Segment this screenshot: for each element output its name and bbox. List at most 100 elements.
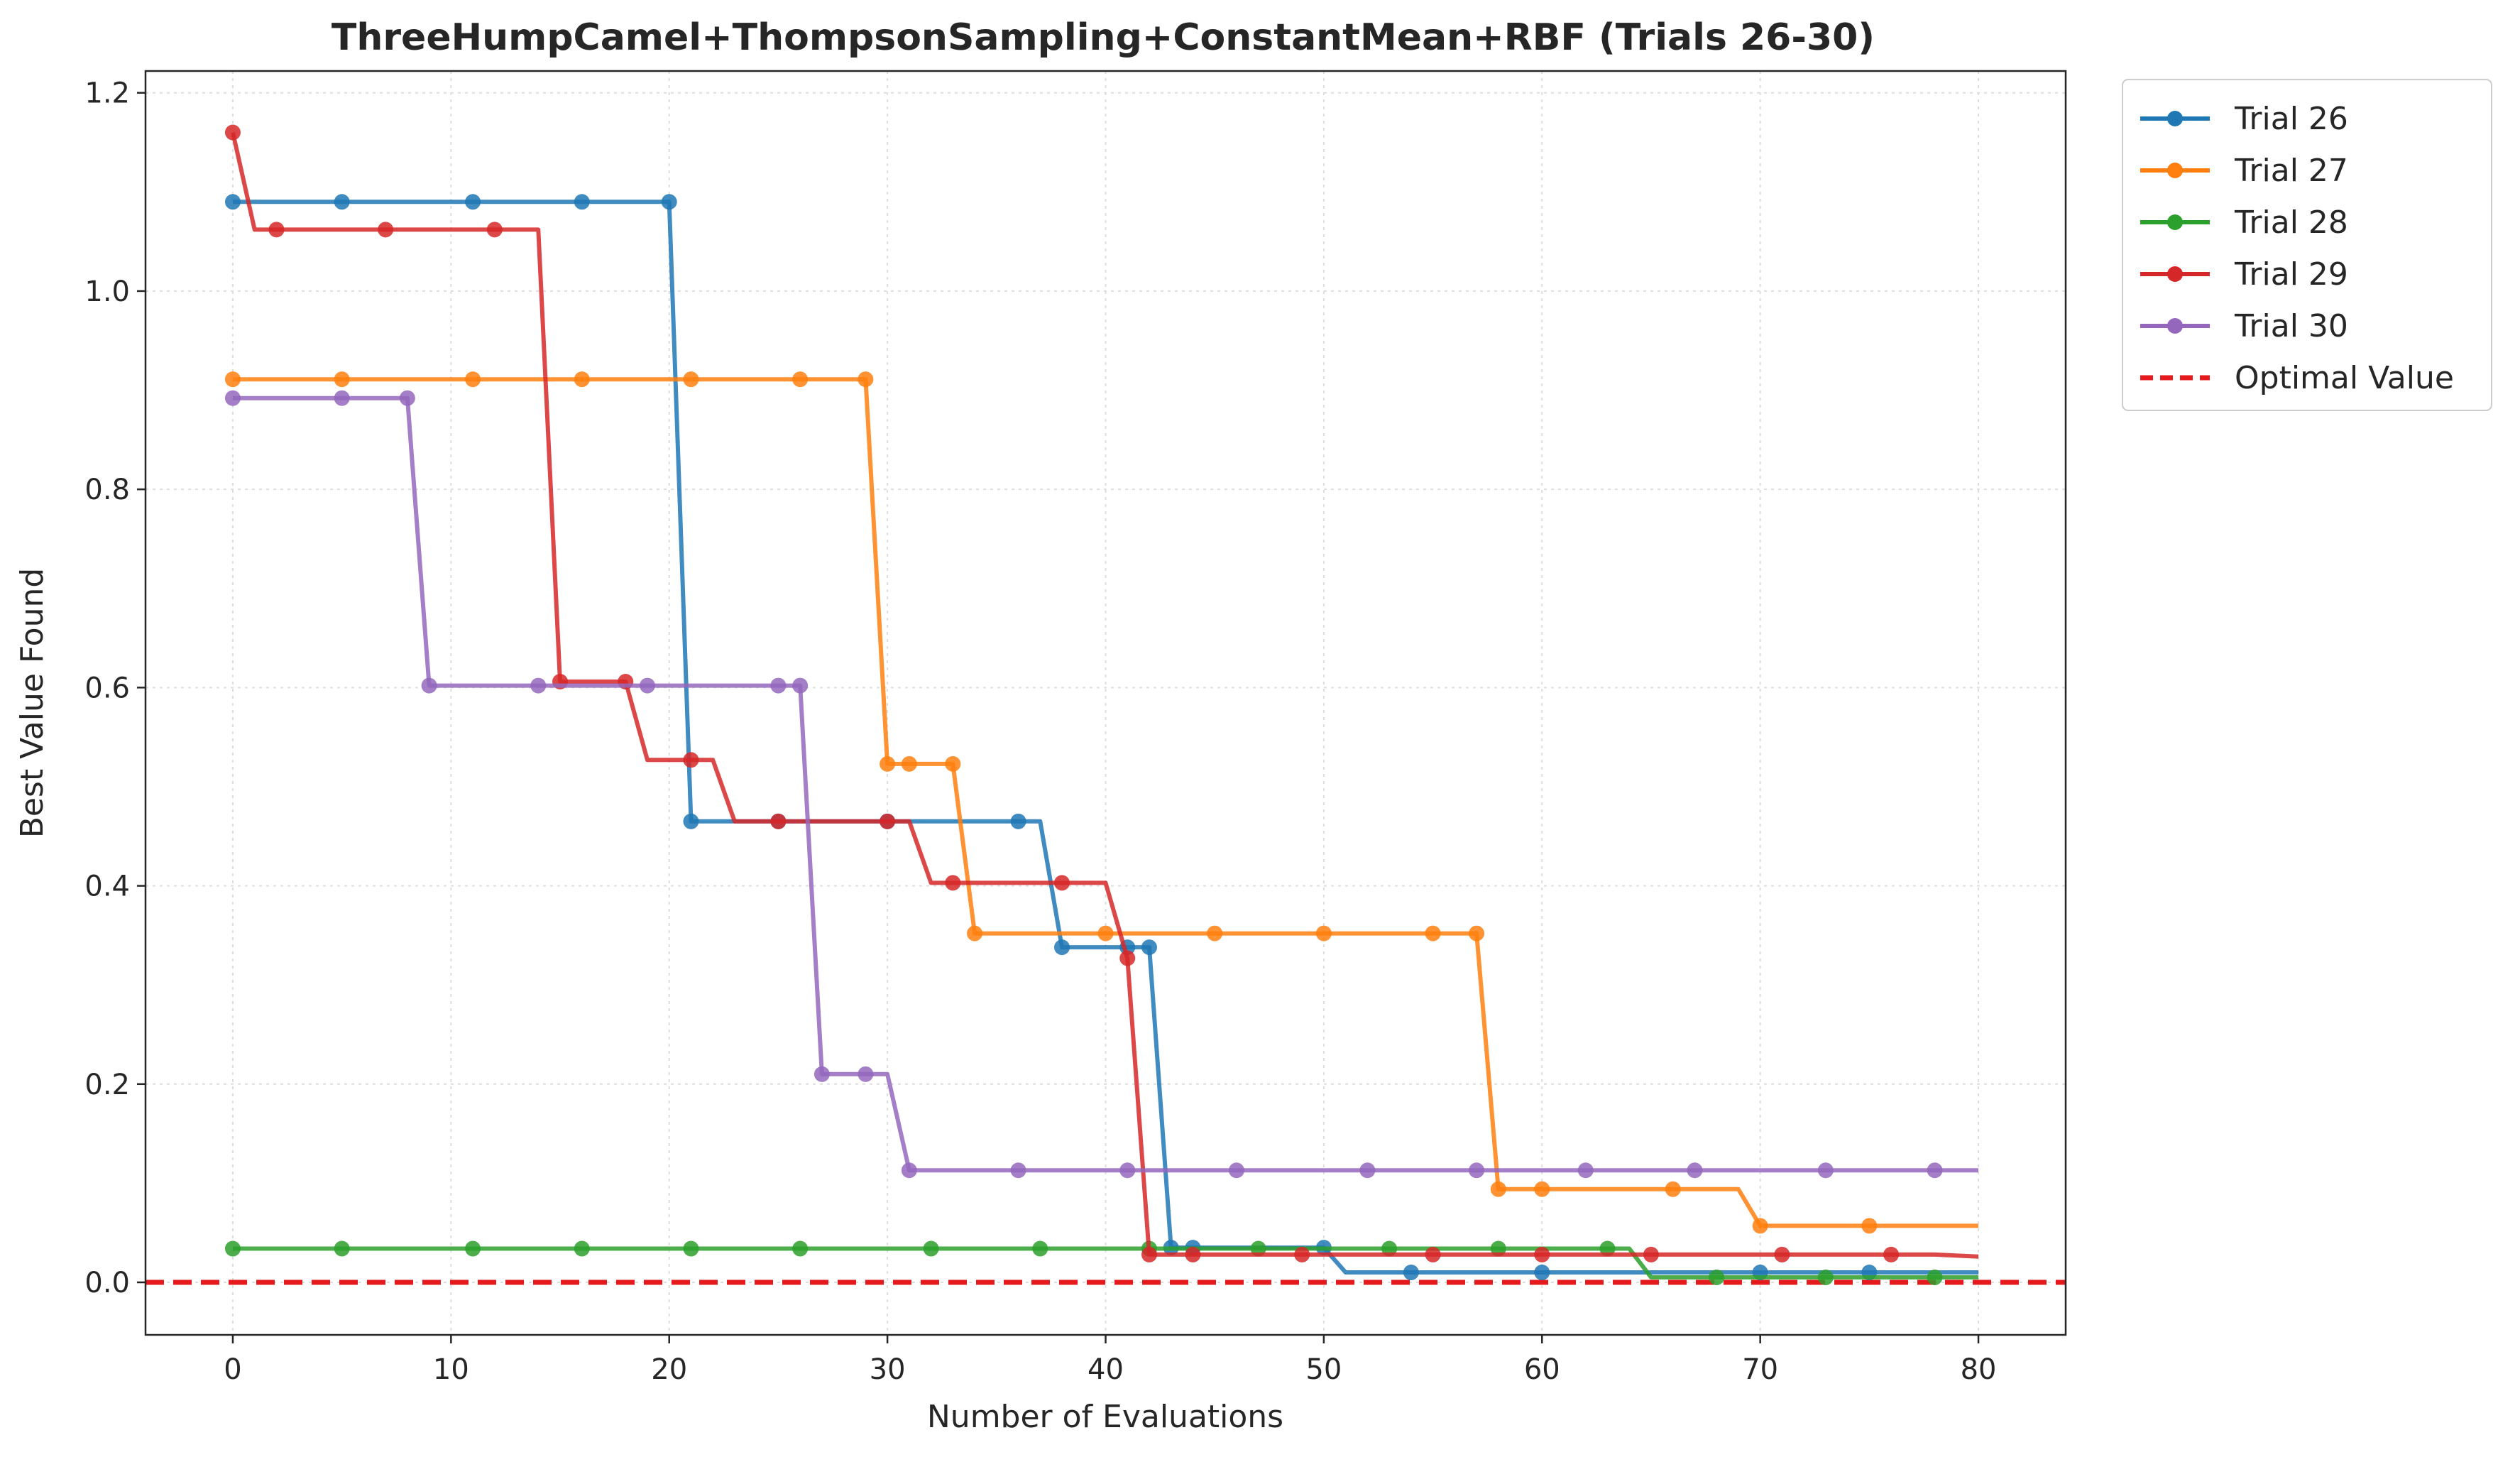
legend-entry: Trial 30 — [2140, 308, 2348, 344]
data-point — [858, 371, 874, 388]
data-point — [813, 1066, 830, 1082]
data-point — [792, 677, 809, 694]
legend-label: Trial 30 — [2234, 308, 2348, 344]
legend-marker — [2167, 111, 2183, 126]
y-tick-label: 1.0 — [84, 275, 130, 308]
data-point — [1228, 1162, 1244, 1179]
data-point — [858, 1066, 874, 1082]
legend-entry: Trial 26 — [2140, 101, 2348, 137]
y-tick-label: 0.6 — [84, 672, 130, 704]
data-point — [1534, 1181, 1550, 1197]
data-point — [224, 371, 241, 388]
x-tick-label: 70 — [1742, 1353, 1778, 1386]
legend-box — [2122, 79, 2492, 411]
x-axis-ticks: 0 10 20 30 40 50 60 70 80 — [224, 1335, 1996, 1386]
data-point — [1097, 925, 1114, 942]
x-tick-label: 60 — [1524, 1353, 1560, 1386]
x-tick-label: 40 — [1088, 1353, 1124, 1386]
x-tick-label: 10 — [433, 1353, 469, 1386]
data-point — [1927, 1162, 1943, 1179]
data-point — [639, 677, 655, 694]
data-point — [224, 390, 241, 406]
data-point — [1425, 925, 1441, 942]
data-point — [268, 222, 285, 238]
data-point — [1359, 1162, 1376, 1179]
data-point — [770, 677, 787, 694]
data-point — [1469, 925, 1485, 942]
data-point — [334, 371, 350, 388]
data-point — [486, 222, 503, 238]
data-point — [1294, 1246, 1310, 1262]
legend-marker — [2167, 214, 2183, 230]
data-point — [683, 752, 699, 768]
data-point — [224, 194, 241, 210]
data-point — [1141, 1246, 1157, 1262]
data-point — [880, 755, 896, 772]
data-point — [574, 194, 590, 210]
data-point — [1010, 1162, 1026, 1179]
legend-label: Optimal Value — [2235, 360, 2454, 396]
data-point — [1665, 1181, 1681, 1197]
x-tick-label: 0 — [224, 1353, 241, 1386]
data-point — [1490, 1181, 1506, 1197]
series-line — [233, 395, 1978, 1173]
data-point — [378, 222, 394, 238]
legend-label: Trial 27 — [2234, 153, 2348, 189]
data-point — [1119, 1162, 1136, 1179]
y-axis-ticks: 0.0 0.2 0.4 0.6 0.8 1.0 1.2 — [84, 77, 146, 1299]
data-point — [1141, 939, 1157, 956]
series-layer — [224, 124, 1979, 1286]
data-point — [465, 371, 481, 388]
series-5 — [224, 390, 1978, 1179]
data-point — [334, 390, 350, 406]
x-tick-label: 30 — [870, 1353, 906, 1386]
data-point — [661, 194, 677, 210]
chart-title: ThreeHumpCamel+ThompsonSampling+Constant… — [332, 16, 1875, 59]
data-point — [770, 813, 787, 829]
data-point — [683, 813, 699, 829]
series-line — [233, 377, 1978, 1228]
data-point — [465, 1240, 481, 1257]
data-point — [334, 194, 350, 210]
x-axis-label: Number of Evaluations — [927, 1399, 1283, 1435]
legend-marker — [2167, 318, 2183, 334]
legend-label: Trial 26 — [2234, 101, 2348, 137]
y-tick-label: 0.4 — [84, 871, 130, 903]
legend: Trial 26 Trial 27 Trial 28 Trial 29 Trial 30… — [2122, 79, 2492, 411]
data-point — [1817, 1162, 1834, 1179]
data-point — [1054, 939, 1070, 956]
data-point — [1861, 1218, 1878, 1234]
data-point — [465, 194, 481, 210]
data-point — [334, 1240, 350, 1257]
data-point — [683, 371, 699, 388]
series-line — [231, 131, 1979, 1259]
x-tick-label: 80 — [1961, 1353, 1997, 1386]
data-point — [1469, 1162, 1485, 1179]
legend-entry: Trial 29 — [2140, 256, 2348, 293]
data-point — [1709, 1270, 1725, 1286]
data-point — [574, 371, 590, 388]
series-4 — [224, 124, 1979, 1262]
data-point — [574, 1240, 590, 1257]
data-point — [1032, 1240, 1048, 1257]
data-point — [530, 677, 547, 694]
data-point — [945, 875, 961, 891]
data-point — [1054, 875, 1070, 891]
data-point — [1927, 1270, 1943, 1286]
legend-entry: Optimal Value — [2140, 360, 2454, 396]
data-point — [923, 1240, 939, 1257]
y-tick-label: 0.0 — [84, 1267, 130, 1299]
data-point — [1534, 1246, 1550, 1262]
x-tick-label: 50 — [1305, 1353, 1342, 1386]
data-point — [1687, 1162, 1703, 1179]
data-point — [792, 1240, 809, 1257]
data-point — [967, 925, 983, 942]
data-point — [1774, 1246, 1790, 1262]
data-point — [1119, 950, 1136, 966]
data-point — [945, 755, 961, 772]
y-tick-label: 0.2 — [84, 1069, 130, 1101]
data-point — [1425, 1246, 1441, 1262]
legend-label: Trial 29 — [2234, 256, 2348, 293]
data-point — [683, 1240, 699, 1257]
